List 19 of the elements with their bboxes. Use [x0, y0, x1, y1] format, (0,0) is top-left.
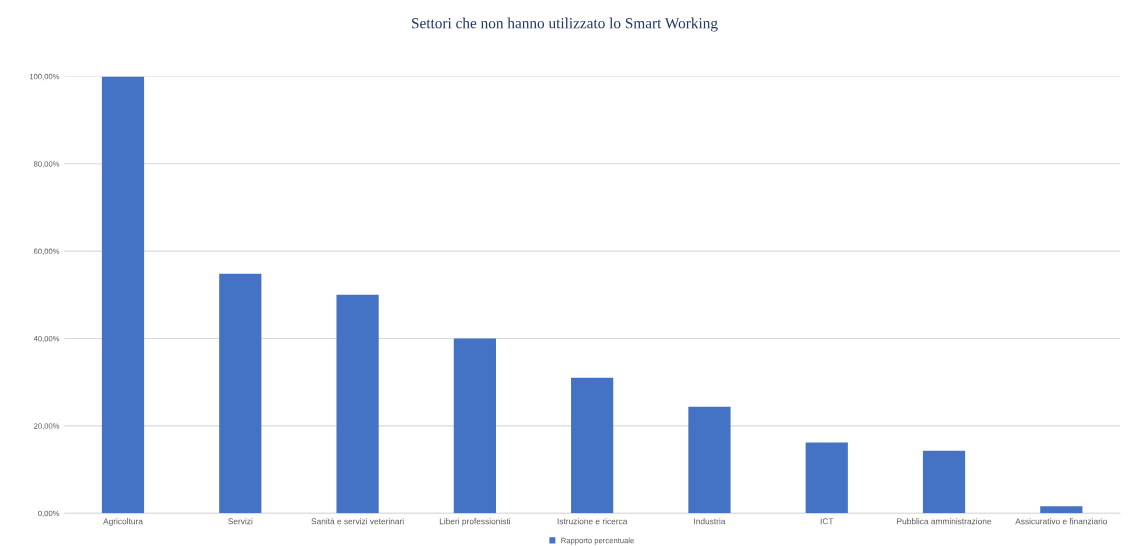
chart-title: Settori che non hanno utilizzato lo Smart Working [412, 17, 718, 32]
bar [1040, 506, 1083, 514]
bar [101, 76, 145, 514]
x-tick-label: ICT [820, 518, 834, 525]
x-tick-label: Sanità e servizi veterinari [311, 518, 404, 525]
x-tick-label: Assicurativo e finanziario [1015, 518, 1108, 525]
bar [453, 338, 496, 514]
bar [336, 294, 379, 514]
bar [688, 406, 731, 514]
bar [571, 377, 614, 514]
x-tick-label: Industria [694, 518, 726, 525]
x-tick-label: Pubblica amministrazione [897, 518, 992, 525]
x-tick-label: Istruzione e ricerca [557, 518, 628, 525]
bar [219, 273, 262, 514]
x-tick-label: Servizi [228, 518, 253, 525]
bar [805, 442, 848, 514]
bar [922, 450, 966, 514]
x-tick-label: Liberi professionisti [439, 518, 510, 526]
x-tick-label: Agricoltura [103, 518, 143, 526]
